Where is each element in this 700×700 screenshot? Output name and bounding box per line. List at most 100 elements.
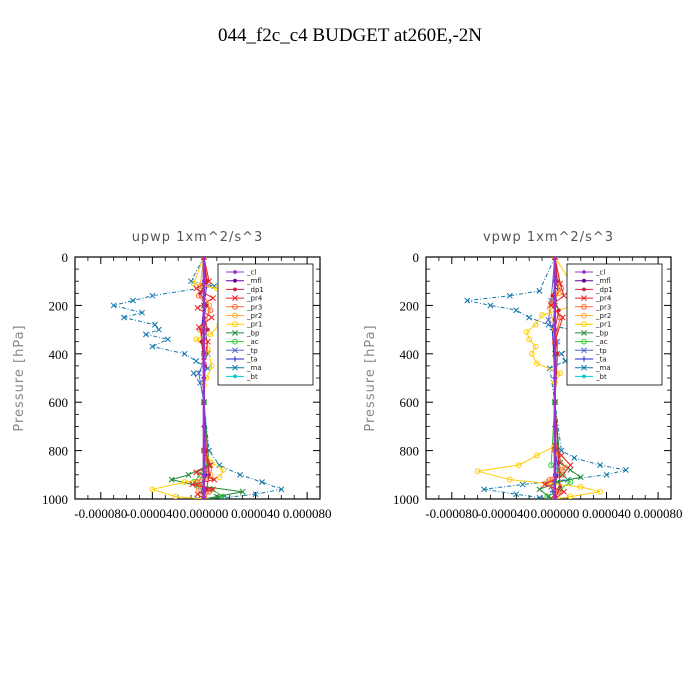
marker-x-b (581, 329, 587, 336)
marker-dot (553, 497, 557, 499)
marker-x-b (597, 462, 604, 469)
marker-x-b (185, 471, 192, 478)
legend-label: _pr2 (246, 312, 262, 320)
marker-x-b (577, 474, 584, 481)
marker-dot (202, 257, 206, 259)
marker-x-b (195, 324, 202, 331)
legend-item-ta: _ta (226, 356, 258, 364)
legend-label: _ac (246, 338, 259, 346)
marker-x-b (155, 326, 162, 333)
legend-label: _pr1 (595, 321, 611, 329)
x-tick-label: -0.000080 (425, 506, 478, 521)
panel-title: upwp 1xm^2/s^3 (132, 230, 264, 245)
marker-x-b (537, 494, 543, 499)
legend-label: _bt (246, 373, 258, 381)
series-line (477, 257, 601, 499)
y-tick-label: 0 (62, 250, 69, 265)
marker-x-b (149, 292, 156, 299)
plot-area (464, 257, 629, 499)
marker-dot (202, 327, 206, 332)
marker-x-b (151, 321, 158, 328)
legend-item-mfl: _mfl (226, 277, 262, 285)
legend-item-ac: _ac (226, 338, 259, 346)
marker-circle (193, 336, 200, 343)
marker-circle (195, 486, 202, 493)
marker-dot (204, 303, 209, 308)
marker-dot (204, 448, 209, 453)
series-line (113, 257, 284, 499)
legend-item-pr2: _pr2 (226, 312, 262, 320)
legend-item-ta: _ta (575, 356, 607, 364)
marker-x-b (559, 314, 566, 321)
marker-dot (233, 278, 237, 283)
legend-item-bt: _bt (575, 373, 607, 381)
marker-circle (207, 331, 214, 338)
marker-x-b (567, 467, 574, 473)
legend-label: _dp1 (595, 286, 613, 294)
marker-x-b (259, 479, 265, 486)
legend-label: _cl (595, 269, 605, 277)
marker-x-b (190, 370, 197, 377)
marker-circle (532, 321, 539, 328)
marker-x-b (181, 350, 188, 357)
y-tick-label: 1000 (393, 492, 419, 507)
legend-item-dp1: _dp1 (226, 286, 264, 294)
marker-circle (533, 360, 540, 367)
y-tick-label: 600 (49, 395, 69, 410)
marker-x-b (581, 295, 587, 302)
series-cl (553, 257, 557, 499)
marker-dot (233, 287, 237, 292)
marker-circle (208, 363, 215, 369)
marker-x-b (278, 486, 285, 493)
x-tick-label: -0.000040 (126, 506, 179, 521)
legend-label: _pr3 (246, 303, 262, 311)
marker-dot (202, 279, 206, 284)
marker-circle (181, 479, 188, 485)
marker-dot (582, 374, 586, 379)
marker-x-b (208, 314, 215, 321)
legend-item-mfl: _mfl (575, 277, 611, 285)
marker-circle (581, 321, 587, 328)
marker-x-b (206, 447, 213, 454)
marker-x-b (193, 358, 200, 365)
marker-x-b (581, 364, 587, 371)
marker-x-b (221, 494, 227, 499)
marker-circle (197, 283, 203, 289)
marker-dot (582, 278, 586, 283)
marker-circle (207, 307, 214, 314)
legend-label: _mfl (595, 277, 611, 285)
marker-dot (582, 287, 586, 292)
x-tick-label: 0.000040 (231, 506, 280, 521)
y-axis-label: Pressure [hPa] (12, 324, 27, 431)
marker-dot (555, 351, 560, 356)
x-tick-label: 0.000000 (180, 506, 229, 521)
marker-x-b (464, 297, 471, 304)
marker-x-b (526, 314, 533, 321)
x-tick-label: 0.000080 (283, 506, 332, 521)
marker-circle (220, 493, 227, 499)
marker-x-b (196, 496, 201, 499)
marker-circle (581, 303, 587, 310)
y-tick-label: 200 (49, 298, 69, 313)
marker-x-b (567, 462, 574, 469)
marker-x-a (554, 257, 558, 260)
marker-dot (204, 487, 209, 492)
marker-x-b (149, 343, 156, 350)
marker-x-b (561, 292, 567, 299)
marker-circle (474, 468, 481, 475)
marker-x-b (194, 304, 201, 311)
marker-x-b (232, 347, 238, 354)
marker-x-a (194, 496, 199, 499)
series-cl (202, 257, 206, 499)
marker-x-b (487, 302, 494, 309)
marker-x-b (548, 302, 555, 309)
legend-label: _tp (595, 347, 607, 355)
y-tick-label: 400 (400, 347, 420, 362)
legend-item-pr1: _pr1 (575, 321, 611, 329)
legend-item-ma: _ma (575, 364, 611, 372)
legend-label: _ta (595, 356, 607, 364)
marker-dot (207, 472, 212, 477)
marker-circle (232, 338, 238, 345)
legend-item-ac: _ac (575, 338, 608, 346)
marker-x-b (203, 496, 207, 499)
